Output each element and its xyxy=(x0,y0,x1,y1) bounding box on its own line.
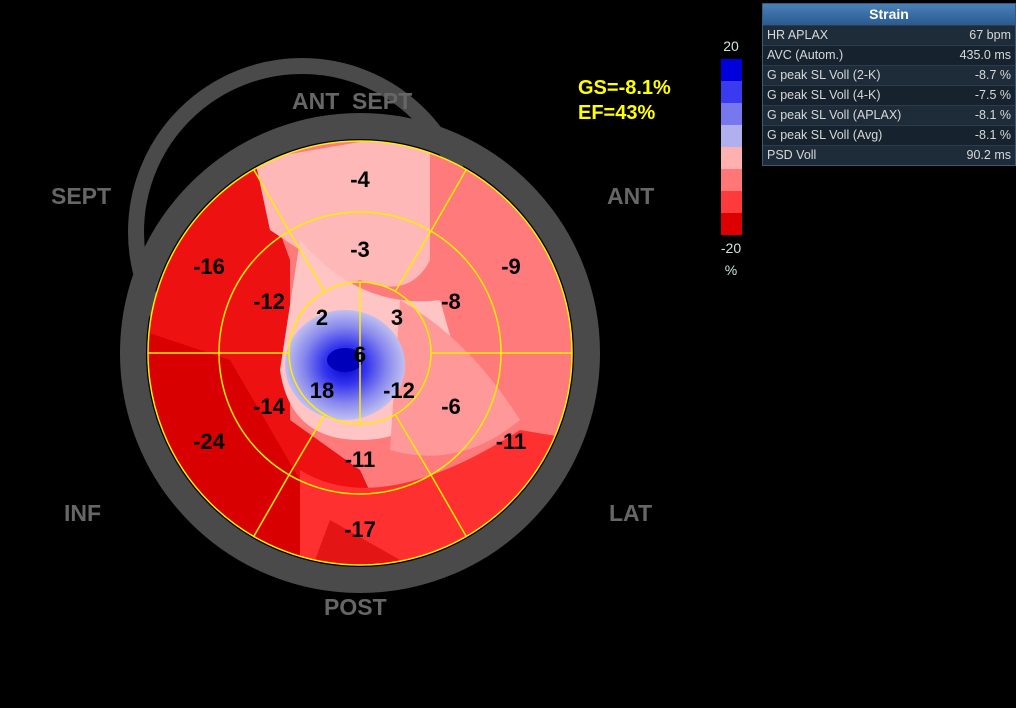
region-label-sept: SEPT xyxy=(51,183,112,209)
strain-panel-row-label: PSD Voll xyxy=(767,148,817,162)
segment-value-apical-ant: 3 xyxy=(391,305,403,330)
ejection-fraction-text: EF=43% xyxy=(578,102,656,124)
segment-value-mid-ant: -8 xyxy=(441,289,461,314)
colorbar-min-label: -20 xyxy=(720,240,742,256)
colorbar-unit-label: % xyxy=(724,262,738,278)
segment-value-mid-inf: -14 xyxy=(253,394,286,419)
segment-value-basal-post: -17 xyxy=(344,517,376,542)
strain-panel-row-value: 90.2 ms xyxy=(966,148,1011,162)
strain-panel-row-value: -8.1 % xyxy=(974,108,1011,122)
colorbar xyxy=(721,59,742,235)
region-label-inf: INF xyxy=(64,500,102,526)
segment-value-apical-inf: 18 xyxy=(310,378,334,403)
region-label-post: POST xyxy=(324,594,387,620)
segment-value-apical-sept: 2 xyxy=(316,305,328,330)
strain-panel-row-value: -8.1 % xyxy=(974,128,1011,142)
segment-grid xyxy=(147,140,573,566)
strain-panel-row-value: 435.0 ms xyxy=(959,48,1011,62)
segment-value-apical-lat: -12 xyxy=(383,378,415,403)
strain-panel-row-label: G peak SL Voll (Avg) xyxy=(767,128,883,142)
region-label-ant-sept: ANT SEPT xyxy=(292,88,413,114)
strain-panel-row: G peak SL Voll (4-K) -7.5 % xyxy=(763,85,1015,105)
outer-ring xyxy=(120,113,600,593)
segment-value-mid-post: -11 xyxy=(345,447,376,472)
segment-value-mid-ant-sept: -3 xyxy=(350,237,370,262)
colorbar-swatch xyxy=(721,147,742,169)
segment-value-basal-inf: -24 xyxy=(193,429,226,454)
strain-panel-row-value: 67 bpm xyxy=(969,28,1011,42)
colorbar-max-label: 20 xyxy=(723,38,739,54)
strain-panel-row-label: HR APLAX xyxy=(767,28,829,42)
strain-panel-row-value: -8.7 % xyxy=(974,68,1011,82)
strain-panel-row: G peak SL Voll (2-K) -8.7 % xyxy=(763,65,1015,85)
colorbar-swatch xyxy=(721,169,742,191)
strain-panel-row-label: AVC (Autom.) xyxy=(767,48,844,62)
strain-panel-row: G peak SL Voll (APLAX) -8.1 % xyxy=(763,105,1015,125)
region-label-ant: ANT xyxy=(607,183,655,209)
colorbar-swatch xyxy=(721,103,742,125)
region-label-lat: LAT xyxy=(609,500,653,526)
strain-panel-row: PSD Voll 90.2 ms xyxy=(763,145,1015,165)
strain-panel: Strain HR APLAX 67 bpm AVC (Autom.) 435.0 m… xyxy=(762,3,1016,166)
global-strain-text: GS=-8.1% xyxy=(578,77,671,99)
strain-panel-row: AVC (Autom.) 435.0 ms xyxy=(763,45,1015,65)
strain-panel-row-value: -7.5 % xyxy=(974,88,1011,102)
strain-panel-row-label: G peak SL Voll (2-K) xyxy=(767,68,881,82)
strain-panel-row: G peak SL Voll (Avg) -8.1 % xyxy=(763,125,1015,145)
strain-panel-row: HR APLAX 67 bpm xyxy=(763,25,1015,45)
colorbar-swatch xyxy=(721,125,742,147)
strain-panel-title: Strain xyxy=(763,4,1015,25)
segment-value-mid-sept: -12 xyxy=(253,289,285,314)
segment-value-basal-ant: -9 xyxy=(501,254,521,279)
segment-value-apex: 6 xyxy=(354,342,366,367)
colorbar-swatch xyxy=(721,213,742,235)
colorbar-swatch xyxy=(721,59,742,81)
strain-panel-row-label: G peak SL Voll (4-K) xyxy=(767,88,881,102)
segment-value-basal-sept: -16 xyxy=(193,254,225,279)
colorbar-swatch xyxy=(721,191,742,213)
strain-panel-row-label: G peak SL Voll (APLAX) xyxy=(767,108,902,122)
segment-value-mid-lat: -6 xyxy=(441,394,461,419)
colorbar-swatch xyxy=(721,81,742,103)
segment-value-basal-ant-sept: -4 xyxy=(350,167,370,192)
segment-value-basal-lat: -11 xyxy=(496,429,527,454)
